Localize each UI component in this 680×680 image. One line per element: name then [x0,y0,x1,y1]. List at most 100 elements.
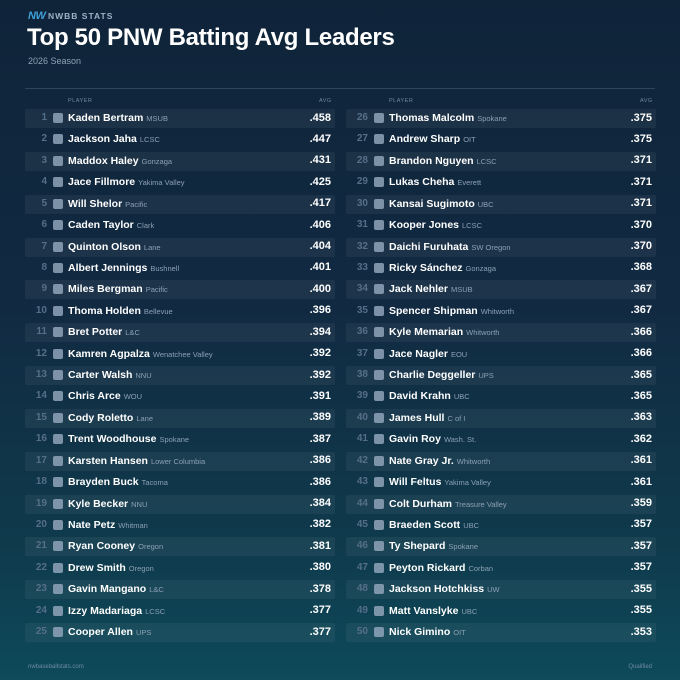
team-logo [53,177,63,188]
team-logo [374,241,384,252]
player-name: Miles Bergman Pacific [68,283,168,295]
team: Oregon [138,542,164,552]
table-row: 37 Jace Nagler EOU .366 [346,345,656,364]
team-logo [53,113,63,123]
player: Matt Vanslyke [389,604,459,617]
team: UPS [135,628,152,638]
table-row: 17 Karsten Hansen Lower Columbia .386 [25,451,335,471]
table-row: 33 Ricky Sánchez Gonzaga .368 [346,259,656,278]
player-name: Thoma Holden Bellevue [68,305,173,317]
team: Spokane [477,114,507,123]
batting-avg: .363 [630,411,652,424]
player-name: David Krahn UBC [389,390,470,402]
logo: NW [28,10,46,22]
table-row: 22 Drew Smith Oregon .380 [25,559,335,578]
batting-avg: .357 [630,561,652,574]
player: Ryan Cooney [68,540,136,553]
batting-avg: .361 [630,475,652,488]
team-logo [374,327,384,338]
player: Caden Taylor [68,219,134,232]
rank: 31 [356,219,368,231]
player-name: Spencer Shipman Whitworth [389,305,514,317]
team: MSUB [450,285,473,295]
player-name: Thomas Malcolm Spokane [389,112,507,124]
team: L&C [125,328,140,338]
table-row: 36 Kyle Memarian Whitworth .366 [346,323,656,343]
player: Trent Woodhouse [68,433,157,446]
player: Kyle Becker [68,497,129,510]
player-name: Nate Gray Jr. Whitworth [389,455,490,467]
player-name: Jackson Hotchkiss UW [389,583,500,595]
team: Bellevue [143,306,173,316]
player-name: Ryan Cooney Oregon [68,540,163,552]
batting-avg: .371 [630,197,652,210]
player: Cooper Allen [68,626,133,639]
rank: 4 [41,176,47,188]
team: MSUB [146,114,168,123]
player: Peyton Rickard [389,561,466,574]
batting-avg: .365 [630,368,652,381]
batting-avg: .357 [630,518,652,531]
team: Spokane [159,435,190,445]
table-row: 23 Gavin Mangano L&C .378 [25,580,335,600]
batting-avg: .447 [309,132,331,145]
player: Jace Nagler [389,347,448,360]
player-name: Andrew Sharp OIT [389,133,476,145]
player: Daichi Furuhata [389,240,469,253]
rank: 19 [35,497,47,509]
rank: 27 [356,133,368,145]
player-name: Brayden Buck Tacoma [68,476,168,488]
team: Whitman [118,520,148,530]
rank: 36 [356,326,368,338]
player-name: Peyton Rickard Corban [389,562,493,574]
table-row: 3 Maddox Haley Gonzaga .431 [25,151,335,171]
player-name: Izzy Madariaga LCSC [68,605,165,617]
player: Nick Gimino [389,626,451,639]
player-name: Kyle Memarian Whitworth [389,326,499,338]
player: Kooper Jones [389,219,460,232]
team-logo [53,348,63,359]
table-row: 16 Trent Woodhouse Spokane .387 [25,430,335,449]
rank: 14 [35,390,47,402]
team-logo [374,262,384,273]
subtitle: 2026 Season [28,56,82,66]
batting-avg: .362 [630,432,652,445]
title: Top 50 PNW Batting Avg Leaders [27,24,395,51]
team-logo [53,155,63,166]
team-logo [374,155,384,166]
player-name: Kansai Sugimoto UBC [389,198,494,210]
player: Nate Petz [68,518,116,531]
player-name: Chris Arce WOU [68,390,142,402]
rank: 25 [35,626,47,638]
table-row: 14 Chris Arce WOU .391 [25,387,335,406]
team: UBC [453,392,470,402]
player: Jackson Jaha [68,133,137,146]
team: Yakima Valley [444,478,491,488]
table-row: 4 Jace Fillmore Yakima Valley .425 [25,173,335,192]
batting-avg: .384 [309,497,331,510]
team: Wash. St. [443,435,477,445]
table-row: 43 Will Feltus Yakima Valley .361 [346,473,656,492]
player: Miles Bergman [68,283,143,296]
player: Brayden Buck [68,476,139,489]
team: EOU [450,349,468,359]
rank: 28 [356,154,368,166]
rank: 17 [35,454,47,466]
rank: 3 [41,154,47,166]
batting-avg: .375 [630,111,652,124]
player-name: Ty Shepard Spokane [389,540,478,552]
rank: 39 [356,390,368,402]
batting-avg: .371 [630,175,652,188]
team-logo [53,305,63,316]
batting-avg: .380 [309,561,331,574]
player: Braeden Scott [389,518,461,531]
player-name: Quinton Olson Lane [68,241,161,253]
player: Ricky Sánchez [389,261,463,274]
team-logo [53,519,63,530]
footer-site: nwbaseballstats.com [28,664,84,670]
team-logo [53,477,63,488]
rank: 23 [35,583,47,595]
batting-avg: .367 [630,282,652,295]
rank: 43 [356,476,368,488]
batting-avg: .355 [630,604,652,617]
